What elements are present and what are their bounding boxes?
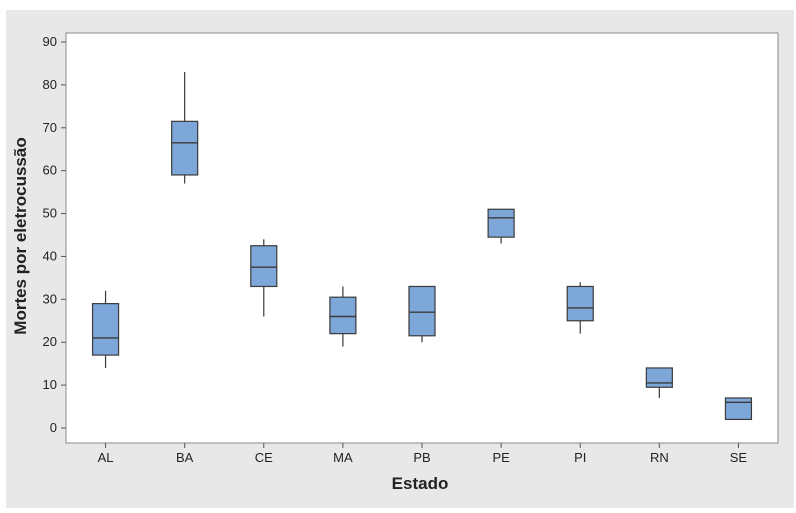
x-tick-label: RN [650,450,669,465]
x-tick-label: MA [333,450,353,465]
x-tick-label: PE [492,450,510,465]
iqr-box [645,367,673,388]
box-pi [566,282,594,334]
y-tick-label: 0 [50,420,57,435]
box-rn [645,367,673,398]
y-tick-label: 40 [43,248,57,263]
iqr-box [91,303,120,356]
iqr-box [329,296,357,335]
x-tick-label: AL [98,450,114,465]
box-ma [329,286,357,347]
iqr-box [487,208,515,238]
box-pe [487,208,515,244]
y-tick-label: 50 [43,206,57,221]
box-ce [250,239,278,317]
x-tick-label: PB [413,450,430,465]
box-ba [171,72,199,184]
iqr-box [724,397,753,421]
y-tick-label: 80 [43,77,57,92]
x-axis-title: Estado [392,474,449,493]
y-tick-label: 60 [43,163,57,178]
box-al [91,290,120,368]
x-tick-label: CE [255,450,273,465]
iqr-box [408,285,436,337]
x-tick-label: PI [574,450,586,465]
boxes-layer [91,72,753,421]
iqr-box [171,120,199,176]
y-tick-label: 90 [43,34,57,49]
y-tick-label: 70 [43,120,57,135]
y-tick-label: 20 [43,334,57,349]
y-tick-label: 30 [43,291,57,306]
iqr-box [250,245,278,288]
y-tick-label: 10 [43,377,57,392]
box-se [724,397,753,421]
iqr-box [566,285,594,322]
x-tick-label: SE [730,450,748,465]
x-tick-label: BA [176,450,194,465]
x-axis: AL BA CE MA PB PE PI RN SE [98,443,748,465]
box-pb [408,285,436,343]
y-axis-title: Mortes por eletrocussão [11,137,30,334]
y-axis: 0 10 20 30 40 50 60 70 80 90 [43,34,66,435]
